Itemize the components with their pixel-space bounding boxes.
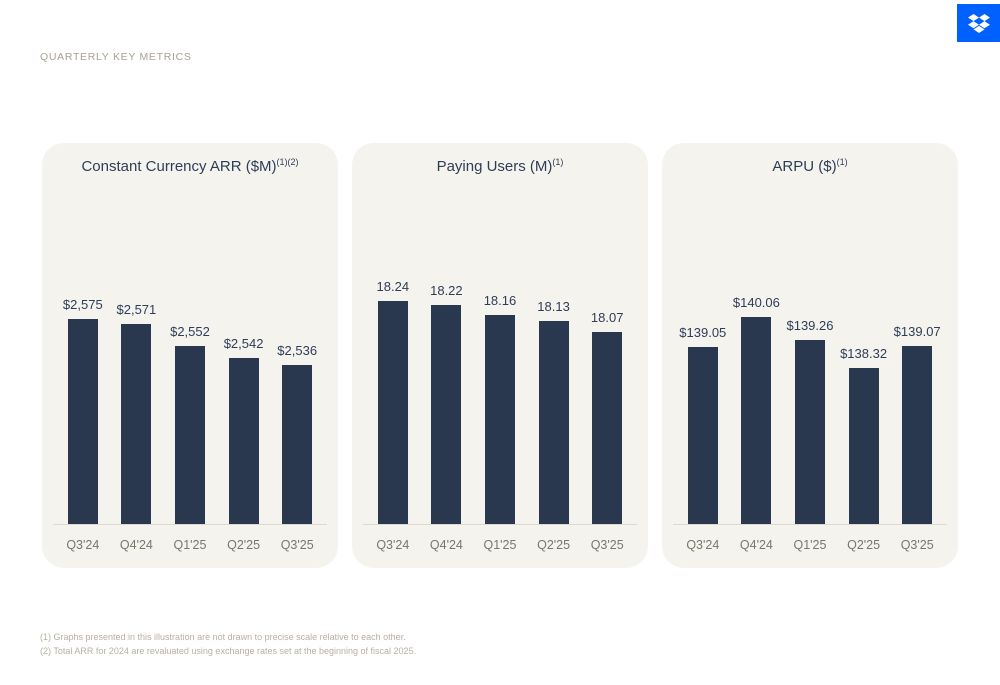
chart-card-paying-users: Paying Users (M)(1) 18.24 18.22 18.16 18.13… xyxy=(352,143,648,568)
x-axis-line xyxy=(53,524,327,525)
bar-column: $2,575 xyxy=(56,297,109,525)
charts-row: Constant Currency ARR ($M)(1)(2) $2,575 $… xyxy=(42,143,958,568)
chart-title-paying-users: Paying Users (M)(1) xyxy=(352,157,648,175)
bar-column: 18.07 xyxy=(581,310,634,525)
x-axis-tick-label: Q2'25 xyxy=(847,538,881,552)
bar xyxy=(121,324,152,525)
x-axis-tick-label: Q3'25 xyxy=(280,538,314,552)
bar xyxy=(67,319,98,525)
bar xyxy=(174,346,205,525)
bar xyxy=(228,358,259,525)
bar-column: $139.07 xyxy=(891,324,944,525)
bar-value-label: $2,536 xyxy=(277,343,318,358)
bar xyxy=(741,317,772,525)
bar-value-label: 18.07 xyxy=(590,310,624,325)
x-axis-tick-label: Q2'25 xyxy=(227,538,261,552)
bar-column: $2,536 xyxy=(271,343,324,525)
x-axis-tick-label: Q3'24 xyxy=(686,538,720,552)
x-axis-tick-label: Q1'25 xyxy=(793,538,827,552)
x-axis-labels-paying-users: Q3'24 Q4'24 Q1'25 Q2'25 Q3'25 xyxy=(366,538,634,552)
bar-column: $139.05 xyxy=(676,325,729,525)
bar-value-label: $138.32 xyxy=(840,346,888,361)
bar-value-label: $2,571 xyxy=(116,302,157,317)
x-axis-tick-label: Q4'24 xyxy=(119,538,153,552)
x-axis-tick-label: Q4'24 xyxy=(429,538,463,552)
x-axis-tick-label: Q2'25 xyxy=(537,538,571,552)
bar-column: 18.22 xyxy=(420,283,473,525)
bar-column: $2,542 xyxy=(217,336,270,525)
bar-column: $2,571 xyxy=(110,302,163,525)
bar xyxy=(377,301,408,525)
bar xyxy=(592,332,623,525)
bar xyxy=(431,305,462,525)
bar-value-label: 18.16 xyxy=(483,293,517,308)
footnote-2: (2) Total ARR for 2024 are revaluated us… xyxy=(40,645,417,656)
bar-column: 18.13 xyxy=(527,299,580,525)
chart-title-arr-text: Constant Currency ARR ($M) xyxy=(81,158,277,175)
bar xyxy=(902,346,933,525)
chart-card-constant-currency-arr: Constant Currency ARR ($M)(1)(2) $2,575 $… xyxy=(42,143,338,568)
bar-value-label: 18.24 xyxy=(376,279,410,294)
bar-column: $138.32 xyxy=(837,346,890,525)
x-axis-line xyxy=(363,524,637,525)
x-axis-tick-label: Q1'25 xyxy=(483,538,517,552)
chart-title-arr: Constant Currency ARR ($M)(1)(2) xyxy=(42,157,338,175)
x-axis-tick-label: Q3'24 xyxy=(66,538,100,552)
x-axis-tick-label: Q3'24 xyxy=(376,538,410,552)
bar-column: $139.26 xyxy=(783,318,836,525)
bar xyxy=(687,347,718,525)
bar-value-label: $2,542 xyxy=(223,336,264,351)
bar-chart-arr: $2,575 $2,571 $2,552 $2,542 $2,536 xyxy=(56,297,324,525)
x-axis-tick-label: Q3'25 xyxy=(900,538,934,552)
x-axis-tick-label: Q3'25 xyxy=(590,538,624,552)
bar xyxy=(282,365,313,525)
bar-value-label: 18.13 xyxy=(537,299,570,314)
chart-title-arr-footnote-marker: (1)(2) xyxy=(276,157,299,167)
bar-value-label: 18.22 xyxy=(430,283,463,298)
bar-column: 18.24 xyxy=(366,279,419,525)
bar xyxy=(484,315,515,525)
bar xyxy=(794,340,825,525)
dropbox-logo xyxy=(957,4,1000,42)
bar-value-label: $139.05 xyxy=(679,325,727,340)
x-axis-labels-arpu: Q3'24 Q4'24 Q1'25 Q2'25 Q3'25 xyxy=(676,538,944,552)
bar-value-label: $2,552 xyxy=(170,324,210,339)
bar-column: 18.16 xyxy=(473,293,526,525)
bar-value-label: $140.06 xyxy=(732,295,780,310)
bar-value-label: $2,575 xyxy=(62,297,103,312)
chart-title-arpu-text: ARPU ($) xyxy=(772,158,837,175)
bar-column: $140.06 xyxy=(730,295,783,525)
bar-chart-paying-users: 18.24 18.22 18.16 18.13 18.07 xyxy=(366,279,634,525)
bar-chart-arpu: $139.05 $140.06 $139.26 $138.32 $139.07 xyxy=(676,295,944,525)
chart-title-arpu-footnote-marker: (1) xyxy=(836,157,848,167)
footnotes: (1) Graphs presented in this illustratio… xyxy=(40,631,416,658)
chart-title-arpu: ARPU ($)(1) xyxy=(662,157,958,175)
chart-card-arpu: ARPU ($)(1) $139.05 $140.06 $139.26 $138.32… xyxy=(662,143,958,568)
bar-value-label: $139.26 xyxy=(786,318,834,333)
x-axis-labels-arr: Q3'24 Q4'24 Q1'25 Q2'25 Q3'25 xyxy=(56,538,324,552)
bar xyxy=(848,368,879,525)
bar-value-label: $139.07 xyxy=(893,324,941,339)
dropbox-logo-icon xyxy=(967,13,990,33)
chart-title-paying-users-footnote-marker: (1) xyxy=(552,157,564,167)
chart-title-paying-users-text: Paying Users (M) xyxy=(436,158,553,175)
x-axis-tick-label: Q1'25 xyxy=(173,538,207,552)
x-axis-line xyxy=(673,524,947,525)
x-axis-tick-label: Q4'24 xyxy=(739,538,773,552)
bar-column: $2,552 xyxy=(163,324,216,525)
bar xyxy=(538,321,569,525)
page-title: QUARTERLY KEY METRICS xyxy=(40,51,192,63)
footnote-1: (1) Graphs presented in this illustratio… xyxy=(40,632,406,642)
